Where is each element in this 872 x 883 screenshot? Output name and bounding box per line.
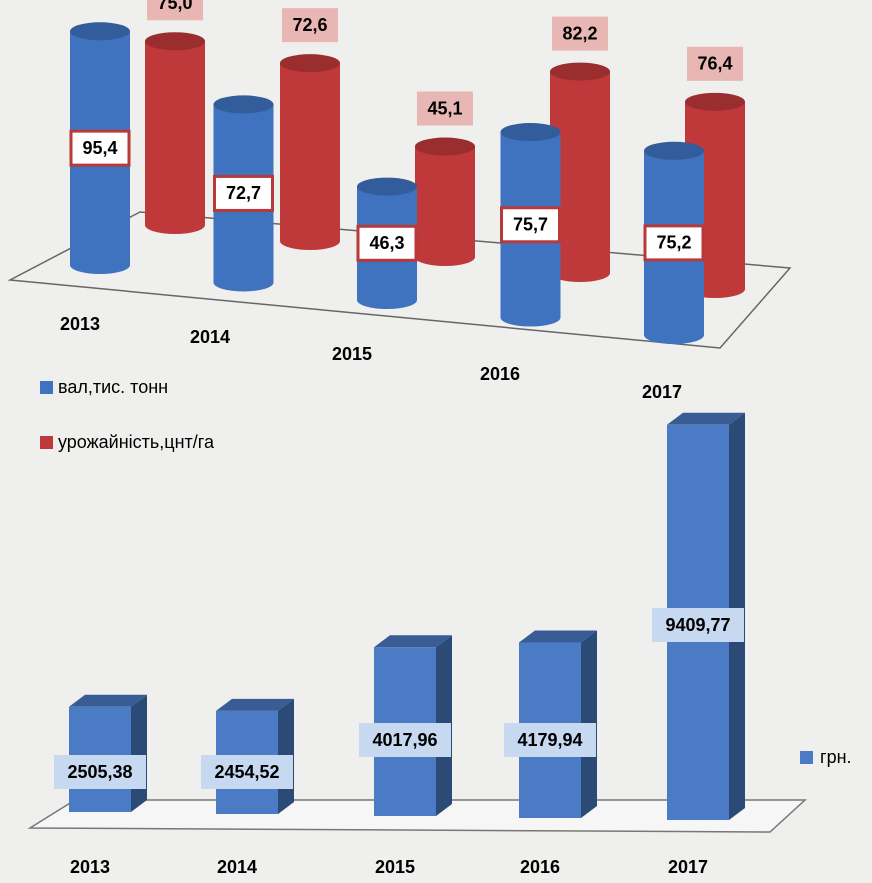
value-label: 75,0 xyxy=(157,0,192,13)
bar-top xyxy=(667,412,745,425)
value-label-box xyxy=(552,16,608,51)
value-label: 95,4 xyxy=(82,138,117,158)
value-label-box xyxy=(356,224,418,262)
value-label: 4179,94 xyxy=(517,730,582,750)
value-label: 76,4 xyxy=(697,54,732,74)
value-label-box xyxy=(504,723,596,757)
x-tick-label: 2014 xyxy=(190,327,230,347)
x-tick-label: 2016 xyxy=(520,857,560,877)
bar xyxy=(145,41,205,234)
value-label: 2505,38 xyxy=(67,762,132,782)
value-label-box xyxy=(643,224,705,262)
bar-top xyxy=(357,177,417,196)
value-label: 75,2 xyxy=(656,233,691,253)
value-label-box xyxy=(147,0,203,21)
bar-top xyxy=(213,95,274,114)
bar-top xyxy=(280,54,340,73)
value-label: 2454,52 xyxy=(214,762,279,782)
bar-top xyxy=(500,123,561,142)
value-label-box xyxy=(500,206,561,244)
value-label-box xyxy=(359,723,451,757)
x-tick-label: 2015 xyxy=(332,344,372,364)
bar-top xyxy=(70,22,130,41)
bar-top xyxy=(216,698,294,711)
x-tick-label: 2016 xyxy=(480,364,520,384)
bar xyxy=(415,146,475,266)
value-label-box xyxy=(417,91,473,126)
bar-top xyxy=(685,92,745,111)
value-label: 46,3 xyxy=(369,233,404,253)
value-label-box xyxy=(213,174,274,212)
bar-top xyxy=(145,32,205,51)
bar-top xyxy=(69,694,147,707)
value-label: 72,6 xyxy=(292,15,327,35)
value-label: 45,1 xyxy=(427,98,462,118)
x-tick-label: 2017 xyxy=(642,382,682,402)
value-label-box xyxy=(69,129,131,167)
x-tick-label: 2013 xyxy=(70,857,110,877)
legend-label: урожайність,цнт/га xyxy=(58,432,215,452)
value-label: 82,2 xyxy=(562,23,597,43)
bar-top xyxy=(644,141,704,160)
value-label-box xyxy=(201,755,293,789)
bar-top xyxy=(415,137,475,156)
value-label-box xyxy=(687,46,743,81)
x-tick-label: 2017 xyxy=(668,857,708,877)
legend-label: вал,тис. тонн xyxy=(58,377,168,397)
bar-top xyxy=(519,630,597,643)
bar-top xyxy=(374,635,452,648)
value-label-box xyxy=(54,755,146,789)
value-label: 9409,77 xyxy=(665,615,730,635)
x-tick-label: 2015 xyxy=(375,857,415,877)
legend-swatch xyxy=(40,436,53,449)
legend-label: грн. xyxy=(820,747,852,767)
bar-top xyxy=(550,62,610,81)
bar xyxy=(280,63,340,250)
x-tick-label: 2013 xyxy=(60,314,100,334)
value-label-box xyxy=(282,8,338,43)
legend-swatch xyxy=(40,381,53,394)
bar xyxy=(550,71,610,282)
value-label-box xyxy=(652,608,744,642)
value-label: 4017,96 xyxy=(372,730,437,750)
value-label: 75,7 xyxy=(513,215,548,235)
x-tick-label: 2014 xyxy=(217,857,257,877)
legend-swatch xyxy=(800,751,813,764)
value-label: 72,7 xyxy=(226,183,261,203)
bar-side xyxy=(131,694,147,812)
